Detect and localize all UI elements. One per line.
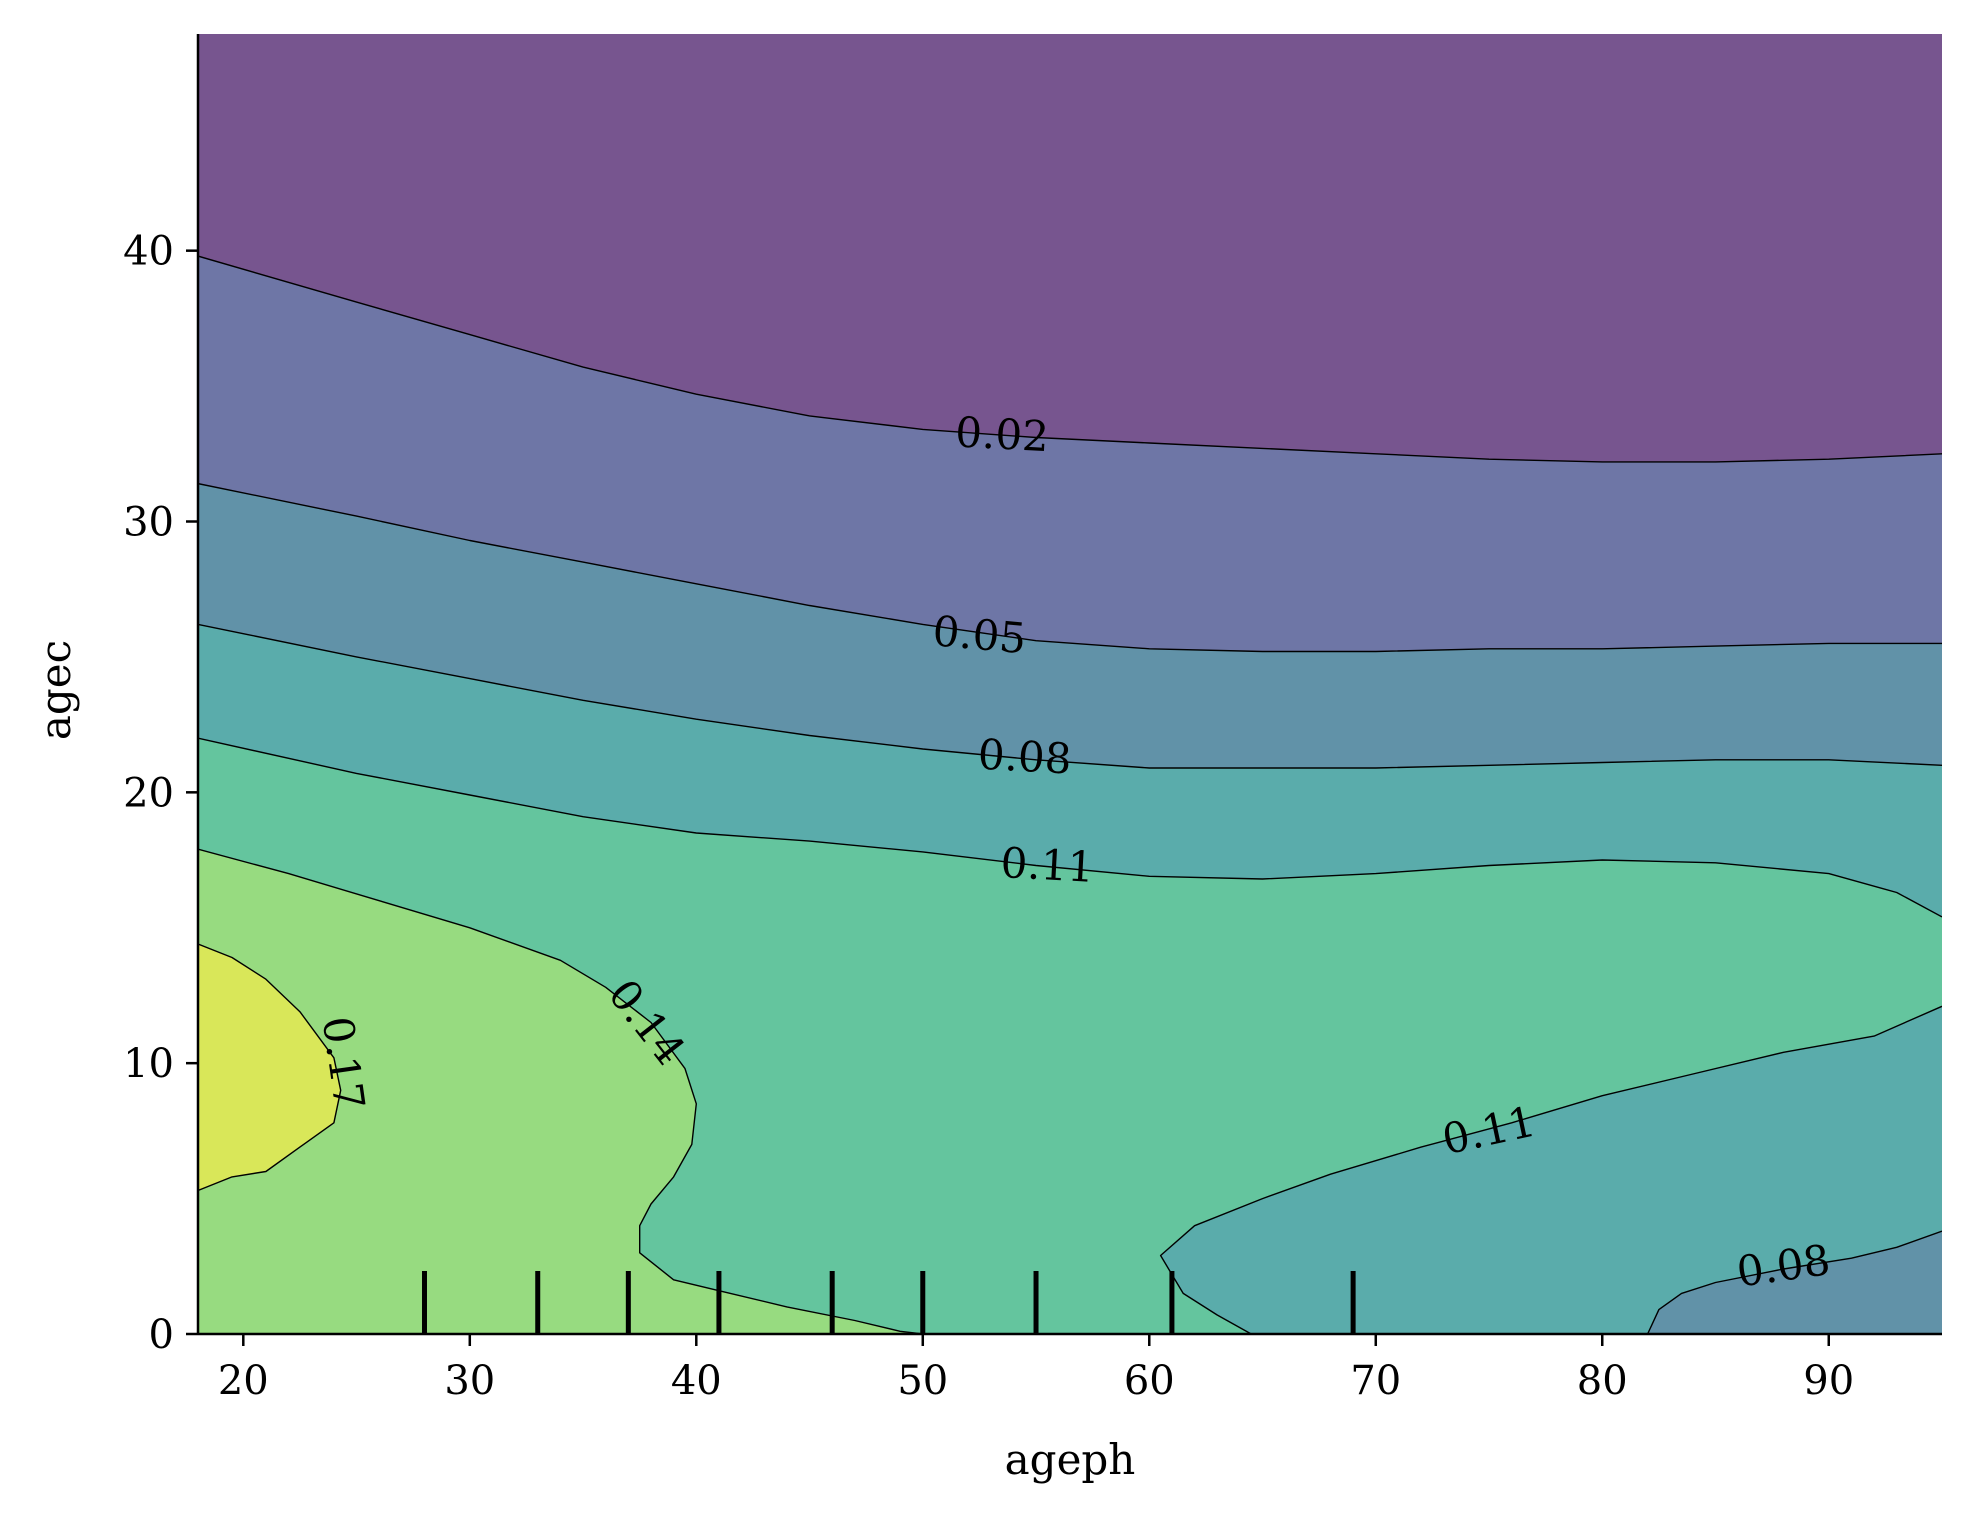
y-tick-label: 20: [123, 770, 174, 816]
x-ticks: 20 30 40 50 60 70 80 90: [218, 1334, 1854, 1404]
y-tick-label: 10: [123, 1041, 174, 1087]
x-tick-label: 40: [671, 1358, 722, 1404]
contour-line-0.05: [198, 482, 1942, 653]
x-tick-label: 20: [218, 1358, 269, 1404]
contour-bands: [198, 34, 1942, 1334]
rug-marks: [421, 1271, 1356, 1334]
x-tick-label: 60: [1124, 1358, 1175, 1404]
contour-line-0.11: [198, 737, 1942, 918]
contour-line-0.08: [1646, 1230, 1942, 1334]
contour-line-0.08: [198, 623, 1942, 769]
contour-label-0.11: 0.11: [999, 838, 1095, 892]
contour-line-0.17: [198, 943, 342, 1192]
y-tick-label: 40: [123, 229, 174, 275]
contour-label-group: 0.02: [954, 407, 1050, 461]
x-tick-label: 30: [444, 1358, 495, 1404]
band-0.08-0.11-lower: [1160, 1006, 1942, 1334]
x-tick-label: 70: [1350, 1358, 1401, 1404]
x-tick-label: 90: [1803, 1358, 1854, 1404]
x-tick-label: 50: [897, 1358, 948, 1404]
contour-label-0.08: 0.08: [977, 730, 1073, 784]
x-axis-label: ageph: [1005, 1435, 1136, 1484]
band-0.05-0.08-lower: [1647, 1231, 1942, 1334]
contour-label-group: 0.05: [931, 606, 1028, 663]
y-tick-label: 0: [149, 1312, 174, 1358]
y-axis-label: agec: [31, 640, 80, 740]
x-tick-label: 80: [1577, 1358, 1628, 1404]
contour-lines: [198, 255, 1942, 1334]
y-tick-label: 30: [123, 500, 174, 546]
y-ticks: 0 10 20 30 40: [123, 229, 198, 1358]
contour-label-group: 0.08: [977, 730, 1073, 784]
contour-line-0.02: [198, 255, 1942, 463]
band-above-0.17: [198, 944, 341, 1191]
band-0.14-0.17: [198, 849, 923, 1334]
contour-line-0.14: [198, 848, 923, 1334]
contour-label-0.02: 0.02: [954, 407, 1050, 461]
contour-line-0.11: [1159, 1005, 1942, 1334]
contour-label-group: 0.11: [999, 838, 1095, 892]
contour-label-0.05: 0.05: [931, 606, 1028, 663]
